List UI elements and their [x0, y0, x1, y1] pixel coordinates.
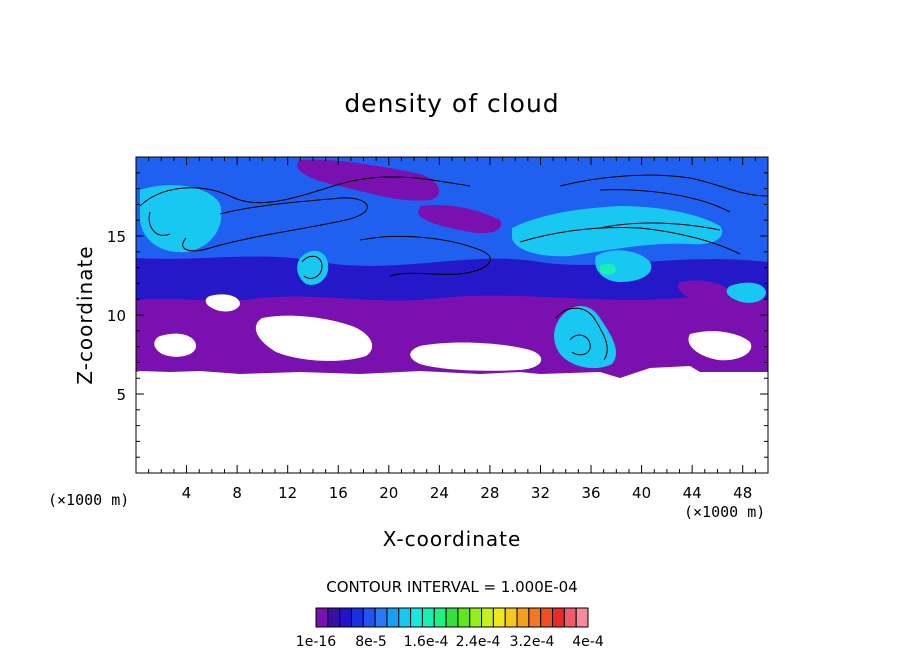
colorbar-swatch [528, 607, 542, 628]
y-tick-label: 15 [107, 228, 126, 246]
colorbar-swatch [362, 607, 376, 628]
colorbar-tick-label: 8e-5 [355, 634, 386, 650]
colorbar-swatch [575, 607, 589, 628]
colorbar-swatch [516, 607, 530, 628]
y-axis-label: Z-coordinate [73, 245, 97, 384]
colorbar-swatch [421, 607, 435, 628]
x-unit-left: (×1000 m) [48, 491, 129, 509]
x-tick-label: 16 [329, 484, 348, 502]
field-hole [688, 331, 752, 361]
colorbar-tick-label: 3.2e-4 [510, 634, 555, 650]
x-tick-label: 28 [480, 484, 499, 502]
colorbar-swatch [433, 607, 447, 628]
x-tick-label: 48 [733, 484, 752, 502]
colorbar-swatch [457, 607, 471, 628]
colorbar-swatch [339, 607, 352, 628]
field-hole [255, 315, 373, 361]
contour-lines [139, 174, 768, 361]
colorbar-tick-label: 4e-4 [572, 634, 604, 650]
x-tick-label: 4 [182, 484, 192, 502]
colorbar-swatch [410, 607, 423, 628]
colorbar [315, 607, 589, 628]
x-tick-label: 40 [632, 484, 651, 502]
y-tick-label: 10 [107, 307, 126, 325]
x-unit-right: (×1000 m) [684, 503, 765, 521]
y-tick-label: 5 [116, 386, 126, 404]
y-tick-labels: 5 10 15 [107, 228, 126, 404]
x-tick-label: 36 [581, 484, 600, 502]
colorbar-swatch [563, 607, 577, 628]
colorbar-swatch [374, 607, 388, 628]
colorbar-swatch [386, 607, 400, 628]
x-tick-labels: 4 8 12 16 20 24 28 32 36 40 44 48 [182, 484, 752, 502]
density-field [136, 157, 768, 473]
colorbar-tick-label: 2.4e-4 [456, 634, 501, 650]
field-streak-purple [418, 204, 502, 234]
colorbar-tick-label: 1.6e-4 [404, 634, 449, 650]
x-tick-label: 24 [430, 484, 449, 502]
field-streak-purple [677, 280, 730, 302]
x-tick-label: 32 [531, 484, 550, 502]
field-hole [205, 294, 240, 312]
colorbar-swatch [315, 607, 329, 628]
x-tick-label: 8 [232, 484, 242, 502]
colorbar-swatch [504, 607, 518, 628]
colorbar-swatch [398, 607, 412, 628]
x-tick-label: 44 [683, 484, 702, 502]
x-tick-label: 20 [379, 484, 398, 502]
colorbar-swatch [469, 607, 483, 628]
colorbar-swatch [350, 607, 364, 628]
y-tick-marks [136, 172, 768, 458]
field-cyan [512, 206, 723, 257]
field-hole [154, 333, 196, 357]
colorbar-swatch [492, 607, 506, 628]
x-tick-marks [148, 157, 756, 473]
colorbar-swatch [445, 607, 459, 628]
colorbar-swatch [552, 607, 565, 628]
field-streak-purple [296, 159, 440, 201]
colorbar-swatch [540, 607, 554, 628]
colorbar-swatch [327, 607, 341, 628]
contour-interval-label: CONTOUR INTERVAL = 1.000E-04 [326, 578, 577, 596]
x-axis-label: X-coordinate [383, 527, 522, 551]
chart-title: density of cloud [344, 89, 559, 118]
x-tick-label: 12 [278, 484, 297, 502]
colorbar-tick-label: 1e-16 [296, 634, 336, 650]
field-cyan [726, 282, 766, 303]
colorbar-tick-labels: 1e-16 8e-5 1.6e-4 2.4e-4 3.2e-4 4e-4 [296, 634, 604, 650]
field-bright-spot [600, 263, 616, 275]
field-hole [410, 342, 542, 371]
colorbar-swatch [481, 607, 494, 628]
